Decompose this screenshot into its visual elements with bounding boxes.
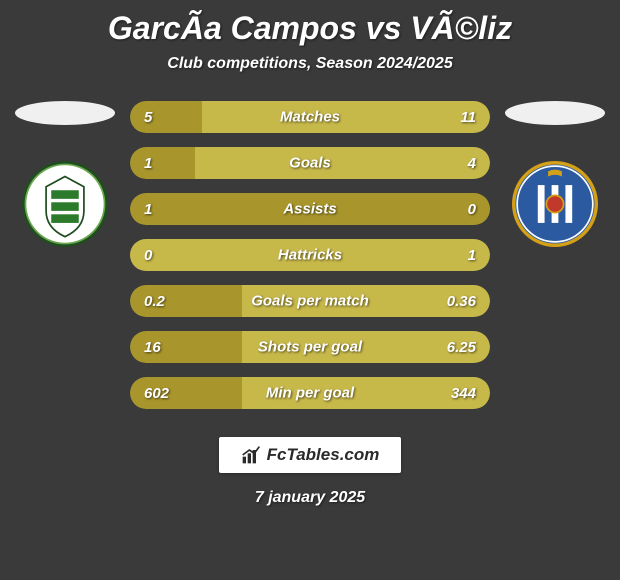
stat-value-left: 0.2 <box>144 293 174 310</box>
stat-label: Assists <box>283 201 336 218</box>
stat-value-left: 0 <box>144 247 174 264</box>
stat-value-right: 1 <box>446 247 476 264</box>
stat-row: 0.2 Goals per match 0.36 <box>130 285 490 317</box>
stat-value-right: 0.36 <box>446 293 476 310</box>
left-team-col <box>10 101 120 247</box>
page-title: GarcÃ­a Campos vs VÃ©liz <box>108 10 512 47</box>
stats-column: 5Matches111Goals41Assists00Hattricks10.2… <box>130 101 490 409</box>
right-team-col <box>500 101 610 247</box>
date-label: 7 january 2025 <box>255 489 365 507</box>
stat-value-right: 0 <box>446 201 476 218</box>
stat-label: Goals per match <box>251 293 369 310</box>
stat-value-left: 602 <box>144 385 174 402</box>
stat-row: 16 Shots per goal 6.25 <box>130 331 490 363</box>
stat-row: 602 Min per goal 344 <box>130 377 490 409</box>
stat-row: 1 Goals 4 <box>130 147 490 179</box>
stat-value-right: 344 <box>446 385 476 402</box>
left-crest <box>22 161 108 247</box>
stat-value-right: 4 <box>446 155 476 172</box>
stat-value-right: 6.25 <box>446 339 476 356</box>
stat-row: 0 Hattricks 1 <box>130 239 490 271</box>
left-flag-ellipse <box>15 101 115 125</box>
stat-label: Min per goal <box>266 385 354 402</box>
brand-text: FcTables.com <box>267 445 380 465</box>
stat-value-left: 1 <box>144 155 174 172</box>
stat-row: 1 Assists 0 <box>130 193 490 225</box>
stat-row: 5 Matches 11 <box>130 101 490 133</box>
content-row: 5Matches111Goals41Assists00Hattricks10.2… <box>0 101 620 409</box>
leganes-crest-icon <box>22 161 108 247</box>
stat-value-left: 5 <box>144 109 174 126</box>
espanyol-crest-icon <box>512 161 598 247</box>
right-crest <box>512 161 598 247</box>
subtitle: Club competitions, Season 2024/2025 <box>167 55 452 73</box>
stat-value-left: 16 <box>144 339 174 356</box>
stat-label: Shots per goal <box>258 339 362 356</box>
stat-label: Goals <box>289 155 331 172</box>
stat-value-right: 11 <box>446 109 476 126</box>
stat-value-left: 1 <box>144 201 174 218</box>
brand-badge: FcTables.com <box>219 437 402 473</box>
brand-chart-icon <box>241 445 261 465</box>
stat-label: Hattricks <box>278 247 342 264</box>
stat-label: Matches <box>280 109 340 126</box>
comparison-infographic: GarcÃ­a Campos vs VÃ©liz Club competitio… <box>0 0 620 580</box>
right-flag-ellipse <box>505 101 605 125</box>
